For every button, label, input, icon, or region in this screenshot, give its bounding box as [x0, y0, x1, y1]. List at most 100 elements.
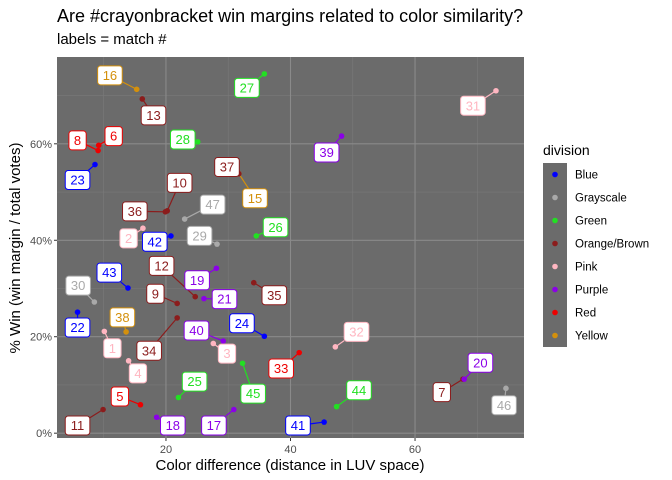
point-label-text: 10 — [172, 175, 186, 190]
point-label-text: 33 — [274, 361, 288, 376]
point-label-box — [460, 95, 486, 116]
label-connector — [184, 210, 201, 220]
point-label: 42 — [141, 231, 168, 252]
data-point — [168, 233, 174, 239]
point-label-text: 3 — [223, 346, 230, 361]
point-label-box — [65, 275, 91, 296]
point-label-box — [201, 415, 227, 436]
data-point — [261, 71, 268, 77]
point-label-text: 6 — [110, 129, 117, 144]
point-label: 31 — [460, 95, 486, 116]
y-tick-label: 60% — [30, 139, 52, 151]
point-label-text: 46 — [497, 398, 511, 413]
point-label-box — [262, 217, 289, 238]
label-connector — [241, 363, 251, 385]
point-label-text: 15 — [248, 191, 262, 206]
point-label-text: 13 — [146, 108, 160, 123]
y-tick-label: 40% — [30, 235, 52, 247]
point-label: 9 — [146, 283, 165, 304]
data-point — [194, 139, 201, 145]
point-label-box — [242, 188, 268, 209]
point-label-box — [97, 65, 123, 86]
legend-label: Grayscale — [575, 193, 627, 205]
point-label-box — [184, 270, 210, 291]
data-point — [181, 216, 188, 222]
point-label: 41 — [285, 415, 311, 436]
point-label-text: 37 — [220, 160, 234, 175]
point-label-box — [240, 383, 266, 404]
point-label-text: 39 — [319, 145, 333, 160]
legend-item: Blue — [543, 163, 598, 186]
point-label-box — [140, 105, 167, 126]
point-label-box — [136, 340, 162, 361]
point-label-text: 29 — [192, 229, 206, 244]
point-label-box — [181, 371, 208, 392]
point-label-text: 20 — [473, 355, 487, 370]
data-point — [333, 403, 340, 410]
point-label-text: 23 — [70, 173, 84, 188]
data-point — [95, 147, 101, 154]
point-label: 4 — [128, 363, 148, 384]
data-point — [123, 329, 129, 335]
point-label: 5 — [110, 386, 130, 407]
legend-key-point — [552, 309, 558, 316]
point-label-box — [285, 415, 311, 436]
point-label: 20 — [467, 352, 494, 373]
legend-key-point — [552, 194, 558, 201]
y-axis-ticks: 0% 20% 40% 60% — [30, 139, 57, 440]
point-label: 28 — [169, 129, 196, 150]
point-label-text: 28 — [176, 132, 190, 147]
point-label-text: 26 — [268, 220, 282, 235]
point-label: 12 — [148, 255, 175, 276]
point-label-text: 31 — [466, 98, 480, 113]
legend-title: division — [543, 142, 590, 158]
data-point — [231, 406, 237, 413]
y-axis-title: % Win (win margin / total votes) — [7, 143, 24, 354]
data-point — [133, 86, 140, 93]
point-label-box — [211, 289, 238, 310]
legend-item: Orange/Brown — [543, 232, 649, 255]
legend-key-point — [552, 263, 558, 270]
point-label-box — [68, 130, 87, 151]
point-label-box — [432, 382, 451, 403]
chart-title: Are #crayonbracket win margins related t… — [57, 6, 524, 26]
legend-item: Purple — [543, 278, 608, 301]
point-label-text: 36 — [128, 204, 142, 219]
point-label: 23 — [64, 169, 91, 190]
legend-item: Grayscale — [543, 186, 627, 209]
point-label-text: 30 — [71, 278, 85, 293]
legend-item: Yellow — [543, 324, 609, 347]
point-label-text: 34 — [142, 343, 156, 358]
point-label-box — [217, 343, 237, 364]
point-label-box — [64, 415, 91, 436]
point-label-box — [343, 321, 370, 342]
legend: division Blue Grayscale Green Orange/Brown P… — [543, 142, 649, 347]
point-label: 17 — [201, 415, 227, 436]
x-axis-ticks: 20 40 60 — [160, 438, 421, 456]
chart-subtitle: labels = match # — [57, 31, 167, 48]
point-label-box — [313, 142, 340, 163]
data-point — [175, 394, 182, 401]
point-label: 15 — [242, 188, 268, 209]
point-label-text: 8 — [74, 133, 81, 148]
point-label: 6 — [104, 126, 123, 147]
point-label: 29 — [186, 225, 213, 246]
point-label-box — [186, 225, 213, 246]
match-labels: 1234567891011121315161718192021222324252… — [64, 65, 517, 436]
point-label: 43 — [96, 262, 123, 283]
point-label-text: 27 — [240, 80, 254, 95]
point-label: 7 — [432, 382, 451, 403]
legend-label: Red — [575, 308, 596, 320]
point-label-text: 43 — [102, 265, 116, 280]
data-point — [162, 209, 169, 215]
label-connector — [238, 173, 250, 190]
legend-key-point — [552, 171, 558, 178]
point-label-box — [104, 126, 123, 147]
point-label-text: 7 — [438, 385, 445, 400]
point-label-box — [128, 363, 148, 384]
legend-label: Purple — [575, 285, 608, 297]
point-label: 24 — [229, 313, 255, 334]
point-label-box — [64, 317, 91, 338]
point-label-text: 45 — [246, 386, 260, 401]
data-point — [192, 293, 199, 300]
